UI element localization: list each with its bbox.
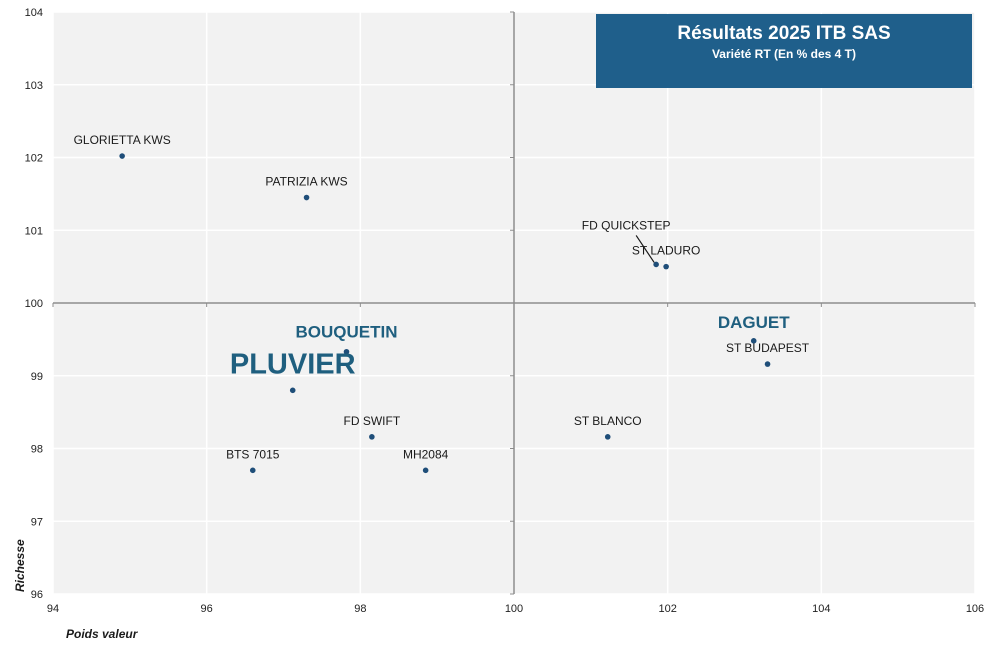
title-background [596,14,972,88]
x-axis-label: Poids valeur [66,627,139,641]
point-st-blanco [604,434,611,440]
point-bouquetin [343,348,350,355]
x-tick-label: 102 [658,603,676,615]
point-fd-swift [369,434,375,440]
title-box: Résultats 2025 ITB SAS Variété RT (En % … [596,14,972,88]
y-tick-label: 99 [31,371,43,383]
y-tick-label: 98 [31,444,43,456]
y-tick-label: 104 [25,7,43,19]
point-patrizia-kws [303,194,310,201]
point-daguet [750,338,757,344]
y-tick-label: 102 [25,153,43,165]
chart-title: Résultats 2025 ITB SAS [677,23,890,44]
x-tick-label: 104 [812,603,830,615]
x-tick-label: 96 [201,603,213,615]
label-bouquetin: BOUQUETIN [296,323,398,342]
point-glorietta-kws [119,153,125,159]
y-tick-label: 101 [25,225,43,237]
label-daguet: DAGUET [718,313,790,332]
y-tick-label: 96 [31,589,43,601]
x-tick-label: 98 [354,603,366,615]
label-bts-7015: BTS 7015 [226,447,280,461]
point-pluvier [289,387,296,394]
point-st-laduro [663,263,669,270]
point-mh2084 [422,467,429,474]
axes: 94 96 98 100 102 104 106 96 97 98 99 100 101 102 103 10… [25,7,985,615]
y-tick-label: 97 [31,516,43,528]
y-axis-label: Richesse [13,539,27,592]
x-tick-label: 106 [966,603,984,615]
point-bts-7015 [249,467,256,474]
leader-line [635,235,655,263]
label-st-blanco: ST BLANCO [574,414,642,428]
y-tick-label: 103 [25,80,43,92]
x-tick-label: 94 [47,603,59,615]
point-st-budapest [764,361,771,367]
label-patrizia-kws: PATRIZIA KWS [265,175,347,189]
label-fd-quickstep: FD QUICKSTEP [582,218,671,232]
point-fd-quickstep [653,261,659,268]
chart-subtitle: Variété RT (En % des 4 T) [712,47,856,61]
label-st-budapest: ST BUDAPEST [726,341,810,355]
y-tick-label: 100 [25,298,43,310]
label-glorietta-kws: GLORIETTA KWS [74,133,171,147]
label-fd-swift: FD SWIFT [344,414,401,428]
x-tick-label: 100 [505,603,523,615]
label-pluvier: PLUVIER [230,348,356,380]
data-points: GLORIETTA KWS PATRIZIA KWS FD QUICKSTEP ST … [74,133,810,474]
label-st-laduro: ST LADURO [632,244,700,258]
label-mh2084: MH2084 [403,447,449,461]
